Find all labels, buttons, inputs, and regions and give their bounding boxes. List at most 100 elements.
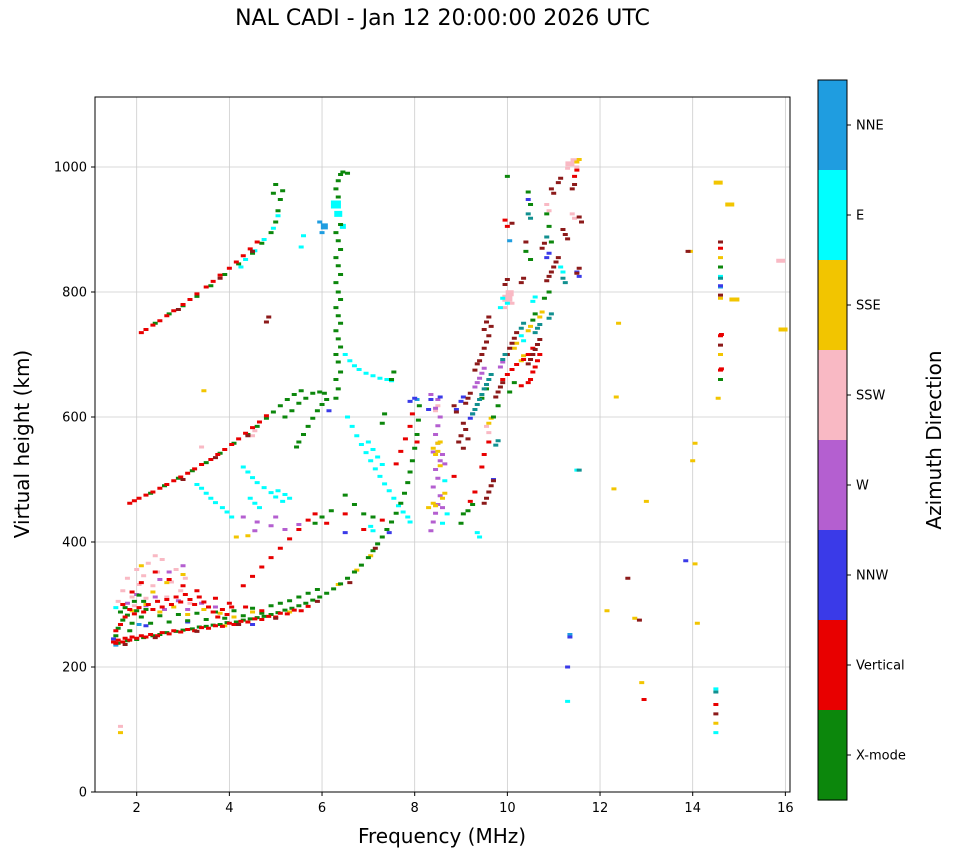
data-point xyxy=(236,437,242,441)
data-point xyxy=(474,403,480,406)
data-point xyxy=(164,595,170,599)
data-point xyxy=(187,598,193,601)
data-point xyxy=(363,451,369,455)
data-point xyxy=(238,619,244,623)
data-point xyxy=(282,415,288,419)
data-point xyxy=(544,212,550,216)
data-point xyxy=(560,228,566,231)
data-point xyxy=(504,174,510,178)
data-point xyxy=(180,628,186,632)
data-point xyxy=(386,531,392,535)
colorbar-segment-E xyxy=(818,170,847,261)
data-point xyxy=(474,531,480,535)
data-point xyxy=(718,274,723,278)
data-point xyxy=(465,509,471,513)
data-point xyxy=(224,510,230,514)
data-point xyxy=(166,620,172,624)
data-point xyxy=(171,629,177,633)
data-point xyxy=(189,627,195,631)
data-point xyxy=(395,504,401,508)
data-point xyxy=(185,619,191,623)
data-point xyxy=(713,721,719,725)
data-point xyxy=(150,608,156,611)
data-point xyxy=(414,433,420,436)
data-point xyxy=(481,387,487,391)
data-point xyxy=(134,609,140,613)
data-point xyxy=(523,249,529,253)
y-tick-label: 0 xyxy=(79,786,87,801)
data-point xyxy=(201,389,207,393)
data-point xyxy=(484,320,490,324)
data-point xyxy=(477,359,483,363)
data-point xyxy=(718,333,724,336)
data-point xyxy=(219,506,225,510)
data-point xyxy=(138,581,144,585)
series-SSW xyxy=(115,158,786,728)
data-point xyxy=(428,398,434,401)
data-point xyxy=(370,448,376,451)
data-point xyxy=(463,401,469,405)
data-point xyxy=(525,329,531,333)
data-point xyxy=(525,362,531,366)
data-point xyxy=(131,599,137,603)
data-point xyxy=(565,161,575,167)
data-point xyxy=(569,187,575,191)
data-point xyxy=(377,474,383,478)
data-point xyxy=(261,486,267,490)
data-point xyxy=(572,216,578,220)
data-point xyxy=(437,459,443,463)
data-point xyxy=(368,524,374,528)
data-point xyxy=(312,521,318,525)
data-point xyxy=(117,610,123,614)
data-point xyxy=(236,623,242,626)
data-point xyxy=(539,246,545,250)
data-point xyxy=(347,359,353,363)
data-point xyxy=(113,606,119,610)
data-point xyxy=(389,520,395,524)
data-point xyxy=(185,471,191,475)
data-point xyxy=(604,609,610,613)
data-point xyxy=(168,603,174,606)
data-point xyxy=(122,606,128,610)
data-point xyxy=(256,506,262,510)
data-point xyxy=(252,501,258,505)
data-point xyxy=(507,346,513,350)
data-point xyxy=(113,643,119,647)
series-Vertical-dark xyxy=(122,176,723,716)
data-point xyxy=(495,404,501,408)
data-point xyxy=(305,591,311,595)
data-point xyxy=(532,331,538,335)
data-point xyxy=(453,410,459,414)
data-point xyxy=(277,546,283,550)
data-point xyxy=(250,251,256,255)
colorbar-segment-SSE xyxy=(818,260,847,351)
data-point xyxy=(164,314,170,318)
data-point xyxy=(504,278,510,281)
data-point xyxy=(150,584,156,588)
data-point xyxy=(718,240,723,244)
data-point xyxy=(351,503,357,506)
data-point xyxy=(208,284,214,288)
data-point xyxy=(162,608,167,611)
data-point xyxy=(296,595,302,599)
data-point xyxy=(391,496,397,500)
data-point xyxy=(208,496,214,500)
data-point xyxy=(453,408,459,411)
data-point xyxy=(511,381,517,385)
data-point xyxy=(268,491,274,495)
data-point xyxy=(407,470,413,474)
data-point xyxy=(493,395,499,399)
data-point xyxy=(509,368,515,371)
data-point xyxy=(354,568,360,572)
data-point xyxy=(486,334,492,338)
x-tick-label: 12 xyxy=(592,801,609,816)
data-point xyxy=(148,633,154,636)
data-point xyxy=(273,616,279,620)
data-point xyxy=(317,390,323,394)
data-point xyxy=(324,398,330,401)
data-point xyxy=(576,266,582,270)
series-Vertical xyxy=(111,168,724,706)
data-point xyxy=(178,589,184,593)
data-point xyxy=(275,214,281,218)
data-point xyxy=(129,590,135,594)
